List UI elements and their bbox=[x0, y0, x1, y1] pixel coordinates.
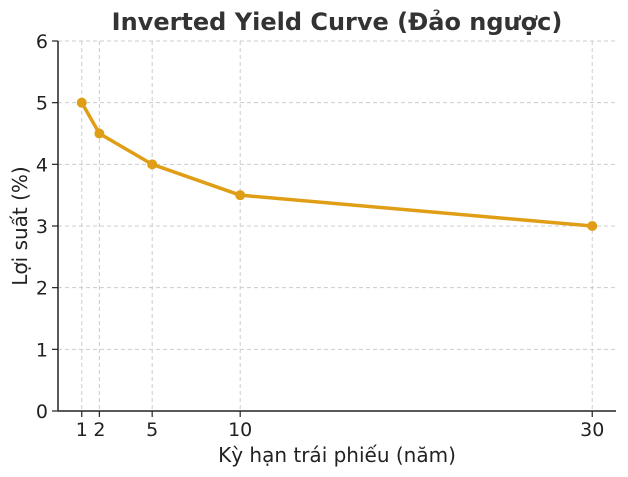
data-point-10 bbox=[235, 190, 246, 201]
x-tick-label-1: 1 bbox=[76, 419, 88, 441]
y-tick-label-4: 4 bbox=[36, 154, 48, 176]
y-tick-label-6: 6 bbox=[36, 31, 48, 53]
data-point-1 bbox=[76, 97, 87, 108]
x-tick-label-30: 30 bbox=[580, 419, 604, 441]
x-tick-label-5: 5 bbox=[146, 419, 158, 441]
y-tick-label-3: 3 bbox=[36, 216, 48, 238]
y-tick-label-2: 2 bbox=[36, 278, 48, 300]
x-tick-label-10: 10 bbox=[228, 419, 252, 441]
chart-title: Inverted Yield Curve (Đảo ngược) bbox=[112, 8, 563, 36]
y-tick-label-5: 5 bbox=[36, 93, 48, 115]
series-layer bbox=[76, 97, 598, 231]
grid-lines bbox=[58, 40, 616, 411]
axes bbox=[52, 40, 616, 417]
data-point-30 bbox=[587, 221, 598, 231]
y-tick-label-1: 1 bbox=[36, 339, 48, 361]
y-tick-label-0: 0 bbox=[36, 401, 48, 423]
x-axis-label: Kỳ hạn trái phiếu (năm) bbox=[218, 443, 456, 467]
x-tick-label-2: 2 bbox=[93, 419, 105, 441]
y-axis-label: Lợi suất (%) bbox=[8, 166, 32, 285]
data-point-5 bbox=[147, 159, 158, 170]
data-point-2 bbox=[94, 128, 105, 139]
